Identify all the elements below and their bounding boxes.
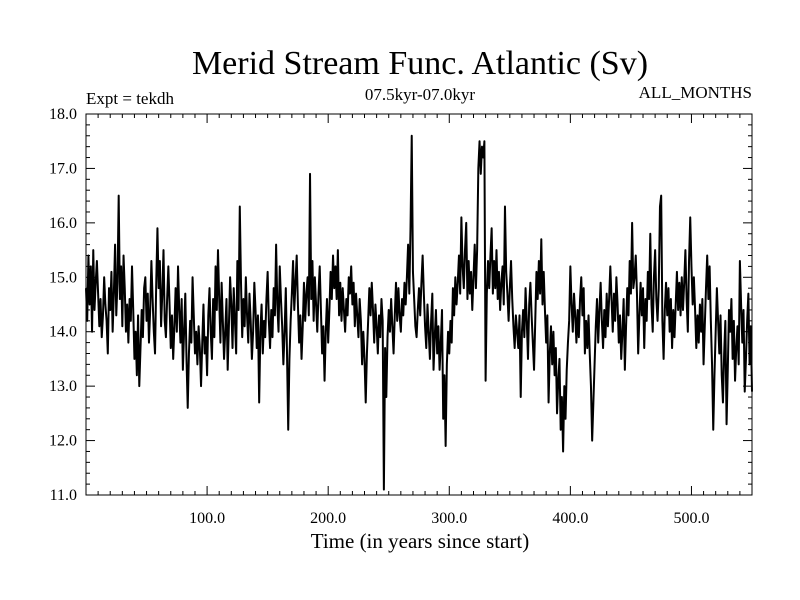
x-tick-label: 300.0 [431,510,467,527]
y-tick-label: 11.0 [50,487,77,504]
x-tick-label: 200.0 [310,510,346,527]
x-tick-label: 500.0 [673,510,709,527]
y-tick-label: 17.0 [49,160,77,177]
y-tick-label: 18.0 [49,106,77,123]
series-line [85,134,753,491]
y-tick-label: 14.0 [49,324,77,341]
experiment-label: Expt = tekdh [86,89,174,108]
y-tick-label: 16.0 [49,215,77,232]
y-tick-label: 13.0 [49,378,77,395]
chart-title: Merid Stream Func. Atlantic (Sv) [192,45,648,82]
y-tick-label: 15.0 [49,269,77,286]
x-tick-label: 100.0 [189,510,225,527]
chart-subtitle: 07.5kyr-07.0kyr [365,85,475,104]
plot-frame [85,113,753,496]
months-label: ALL_MONTHS [639,83,752,102]
x-tick-labels: 100.0 200.0 300.0 400.0 500.0 [189,510,709,527]
x-tick-label: 400.0 [552,510,588,527]
y-tick-labels: 11.0 12.0 13.0 14.0 15.0 16.0 17.0 18.0 [49,106,77,504]
y-tick-label: 12.0 [49,433,77,450]
x-axis-label: Time (in years since start) [311,529,530,553]
